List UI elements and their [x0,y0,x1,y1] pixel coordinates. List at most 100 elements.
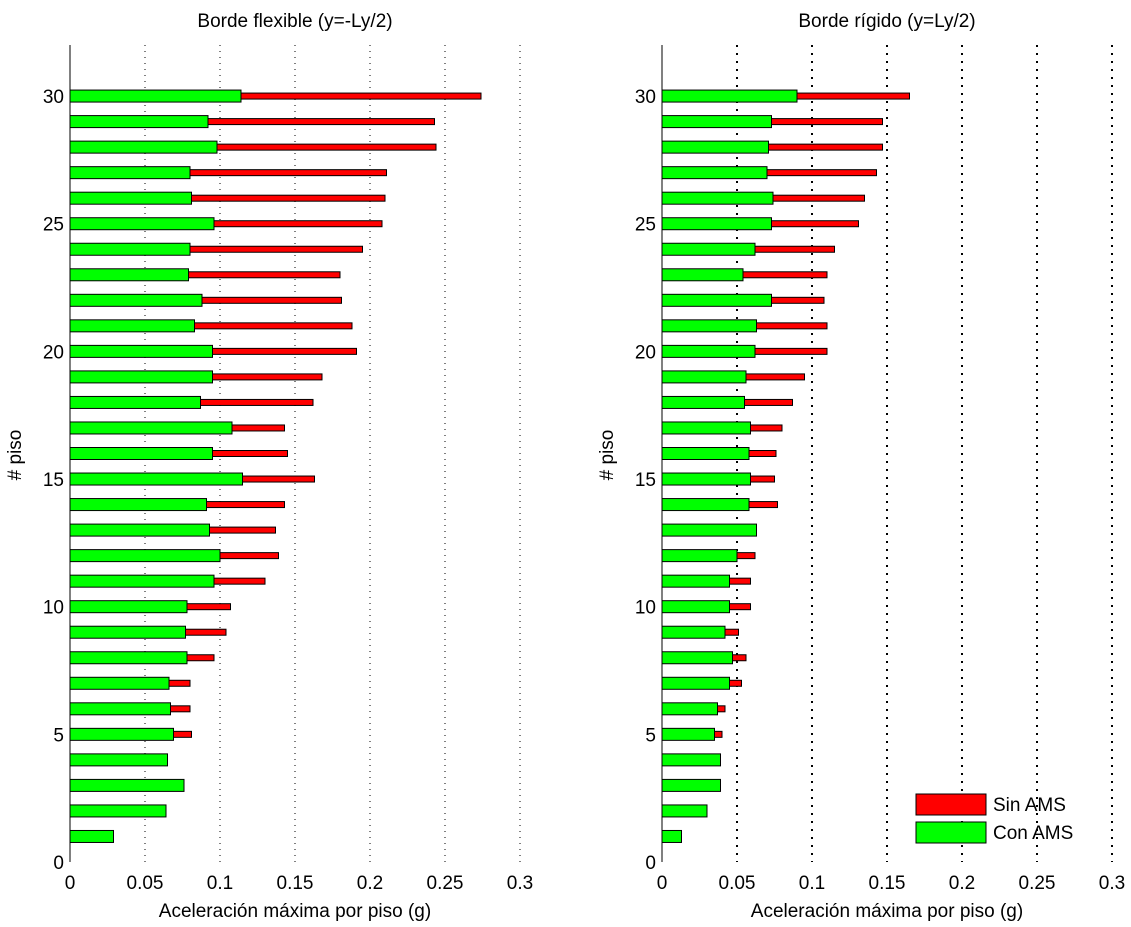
bar-con-ams [661,498,750,512]
bar-con-ams [661,166,768,180]
bar-con-ams [661,600,730,614]
bar-con-ams [69,625,186,639]
legend: Sin AMS Con AMS [915,793,1073,844]
y-tick-label: 25 [43,215,64,236]
x-tick-label: 0.2 [357,873,383,894]
x-tick-label: 0.05 [127,873,164,894]
x-tick-label: 0 [657,873,668,894]
bar-con-ams [661,702,718,716]
y-tick-label: 10 [43,598,64,619]
y-tick-label: 15 [43,470,64,491]
bar-con-ams [661,242,756,256]
bar-group [69,89,482,843]
y-tick-label: 30 [635,87,656,108]
bar-con-ams [661,778,721,792]
legend-label-con-ams: Con AMS [993,823,1073,844]
y-tick-label: 30 [43,87,64,108]
x-tick-label: 0.05 [719,873,756,894]
bar-con-ams [69,421,233,435]
bar-con-ams [661,89,798,103]
bar-con-ams [69,651,188,665]
bar-con-ams [69,217,215,231]
bar-con-ams [661,804,708,818]
bar-con-ams [69,549,221,563]
y-tick-label: 25 [635,215,656,236]
y-tick-label: 0 [53,853,64,874]
y-axis-label: # piso [597,430,618,481]
bar-con-ams [69,498,207,512]
chart-right: Borde rígido (y=Ly/2) Aceleración máxima… [597,11,1125,922]
bar-con-ams [69,293,203,307]
bar-con-ams [661,319,757,333]
bar-con-ams [661,829,682,843]
bar-con-ams [661,447,750,460]
grid-lines [736,45,1113,862]
x-tick-label: 0.3 [507,873,533,894]
bar-con-ams [661,293,772,307]
bar-con-ams [69,395,201,409]
bar-con-ams [69,370,213,384]
bar-con-ams [661,140,769,154]
y-tick-label: 5 [53,725,64,746]
bar-con-ams [661,395,745,409]
bar-con-ams [661,651,733,665]
bar-con-ams [661,625,726,639]
bar-con-ams [661,115,772,129]
bar-con-ams [661,268,744,282]
x-axis-label: Aceleración máxima por piso (g) [159,901,431,922]
y-tick-label: 15 [635,470,656,491]
bar-con-ams [69,753,168,767]
bar-con-ams [661,217,772,231]
bar-con-ams [661,472,751,486]
bar-con-ams [661,523,757,537]
x-tick-label: 0.1 [799,873,825,894]
bar-con-ams [661,727,715,741]
bar-con-ams [69,727,174,741]
bar-con-ams [69,268,189,282]
bar-con-ams [69,166,191,180]
tick-group: 0 0.05 0.1 0.15 0.2 0.25 0.3 0 5 10 15 20 25 30 [635,87,1125,894]
bar-con-ams [661,549,738,563]
bar-con-ams [69,242,191,256]
y-tick-label: 10 [635,598,656,619]
bar-con-ams [69,191,192,205]
tick-group: 0 0.05 0.1 0.15 0.2 0.25 0.3 0 5 10 15 20 25 30 [43,87,533,894]
x-tick-label: 0 [65,873,76,894]
bar-con-ams [69,829,114,843]
x-tick-label: 0.15 [277,873,314,894]
legend-label-sin-ams: Sin AMS [993,795,1066,816]
x-tick-label: 0.25 [1019,873,1056,894]
bar-con-ams [69,804,167,818]
chart-title: Borde rígido (y=Ly/2) [798,11,975,32]
y-axis-label: # piso [5,430,26,481]
bar-con-ams [69,115,209,129]
x-axis-label: Aceleración máxima por piso (g) [751,901,1023,922]
x-tick-label: 0.15 [869,873,906,894]
bar-con-ams [69,600,188,614]
chart-title: Borde flexible (y=-Ly/2) [197,11,392,32]
bar-con-ams [69,319,195,333]
bar-group [661,89,910,843]
bar-con-ams [661,676,730,690]
y-tick-label: 0 [645,853,656,874]
y-tick-label: 20 [43,342,64,363]
bar-con-ams [69,472,243,486]
bar-con-ams [661,421,751,435]
x-tick-label: 0.25 [427,873,464,894]
bar-con-ams [661,574,730,588]
chart-left: Borde flexible (y=-Ly/2) Aceleración máx… [5,11,533,922]
bar-con-ams [69,344,213,358]
y-tick-label: 20 [635,342,656,363]
bar-con-ams [661,753,721,767]
legend-swatch-sin-ams [915,793,987,816]
x-tick-label: 0.2 [949,873,975,894]
bar-con-ams [661,191,774,205]
x-tick-label: 0.1 [207,873,233,894]
bar-con-ams [661,344,756,358]
bar-con-ams [69,778,185,792]
bar-con-ams [69,676,170,690]
bar-con-ams [69,523,210,537]
y-tick-label: 5 [645,725,656,746]
bar-con-ams [69,702,171,716]
